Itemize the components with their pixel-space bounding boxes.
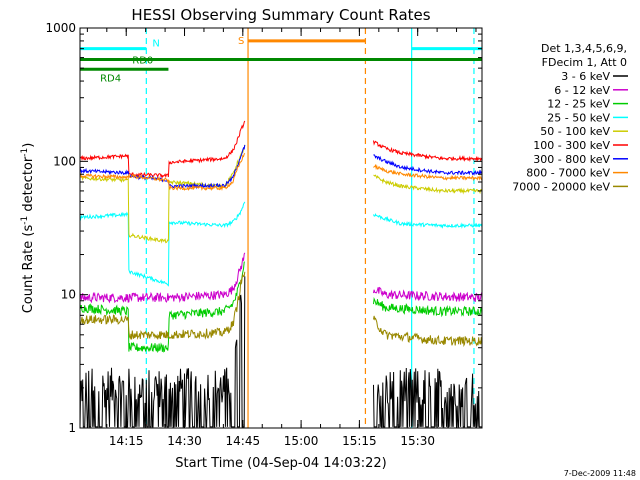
legend-label: 25 - 50 keV (547, 111, 610, 124)
y-axis-label-sup: -1 (20, 216, 30, 225)
x-tick-label: 14:15 (109, 434, 144, 448)
y-tick-label: 1 (68, 421, 76, 435)
x-tick-label: 14:30 (167, 434, 202, 448)
legend-label: 7000 - 20000 keV (512, 180, 610, 193)
flag-label-rd4: RD4 (100, 73, 121, 84)
series-line-12-25-kev (79, 261, 245, 354)
plot-frame (79, 27, 483, 429)
y-tick-label: 100 (53, 154, 76, 168)
legend-header-line: Det 1,3,4,5,6,9, (541, 42, 627, 55)
flag-label-rd0: RD0 (132, 56, 153, 67)
legend: Det 1,3,4,5,6,9, FDecim 1, Att 0 3 - 6 k… (512, 42, 628, 193)
legend-label: 50 - 100 keV (540, 125, 610, 138)
series-line-3-6-kev (373, 367, 482, 428)
x-axis-label: Start Time (04-Sep-04 14:03:22) (175, 456, 386, 471)
series-layer (79, 120, 483, 428)
y-axis: 1 10 100 1000 (45, 21, 482, 435)
legend-label: 12 - 25 keV (547, 98, 610, 111)
y-axis-label-close: ) (21, 143, 36, 148)
flag-label-n: N (152, 39, 159, 50)
series-line-50-100-kev (373, 174, 483, 195)
legend-label: 800 - 7000 keV (526, 167, 610, 180)
series-line-100-300-kev (79, 120, 246, 179)
series-line-800-7000-kev (373, 163, 483, 182)
series-line-800-7000-kev (79, 152, 246, 191)
y-tick-label: 10 (61, 288, 76, 302)
legend-header-line: FDecim 1, Att 0 (542, 56, 627, 69)
plot-area: N S RD0 RD4 (79, 27, 483, 429)
y-axis-label-part: Count Rate (s (21, 225, 36, 314)
series-line-3-6-kev (79, 276, 246, 428)
series-line-7000-20000-kev (79, 271, 246, 340)
series-line-300-800-kev (373, 153, 483, 176)
series-line-100-300-kev (373, 140, 483, 163)
series-line-25-50-kev (373, 213, 483, 229)
y-tick-label: 1000 (45, 21, 76, 35)
series-line-25-50-kev (79, 201, 246, 287)
x-tick-label: 14:45 (226, 434, 261, 448)
vertical-marker-lines (145, 28, 475, 428)
flag-bars: N S RD0 RD4 (80, 36, 482, 84)
series-line-50-100-kev (79, 144, 246, 244)
x-tick-label: 15:00 (284, 434, 319, 448)
flag-label-s: S (238, 36, 244, 47)
y-axis-label: Count Rate (s-1 detector-1) (20, 143, 36, 314)
timestamp: 7-Dec-2009 11:48 (564, 469, 636, 478)
legend-label: 300 - 800 keV (533, 153, 610, 166)
series-line-6-12-kev (373, 286, 483, 302)
legend-label: 3 - 6 keV (561, 70, 610, 83)
series-line-300-800-kev (79, 144, 246, 190)
series-line-12-25-kev (373, 297, 483, 318)
x-tick-label: 15:30 (400, 434, 435, 448)
legend-label: 6 - 12 keV (554, 84, 610, 97)
y-axis-label-sup: -1 (20, 148, 30, 157)
chart-title: HESSI Observing Summary Count Rates (131, 6, 430, 24)
series-line-7000-20000-kev (373, 315, 483, 348)
series-line-6-12-kev (79, 252, 246, 304)
legend-label: 100 - 300 keV (533, 139, 610, 152)
x-tick-label: 15:15 (342, 434, 377, 448)
x-axis: 14:15 14:30 14:45 15:00 15:15 15:30 (86, 28, 477, 448)
y-axis-label-part: detector (21, 156, 36, 216)
